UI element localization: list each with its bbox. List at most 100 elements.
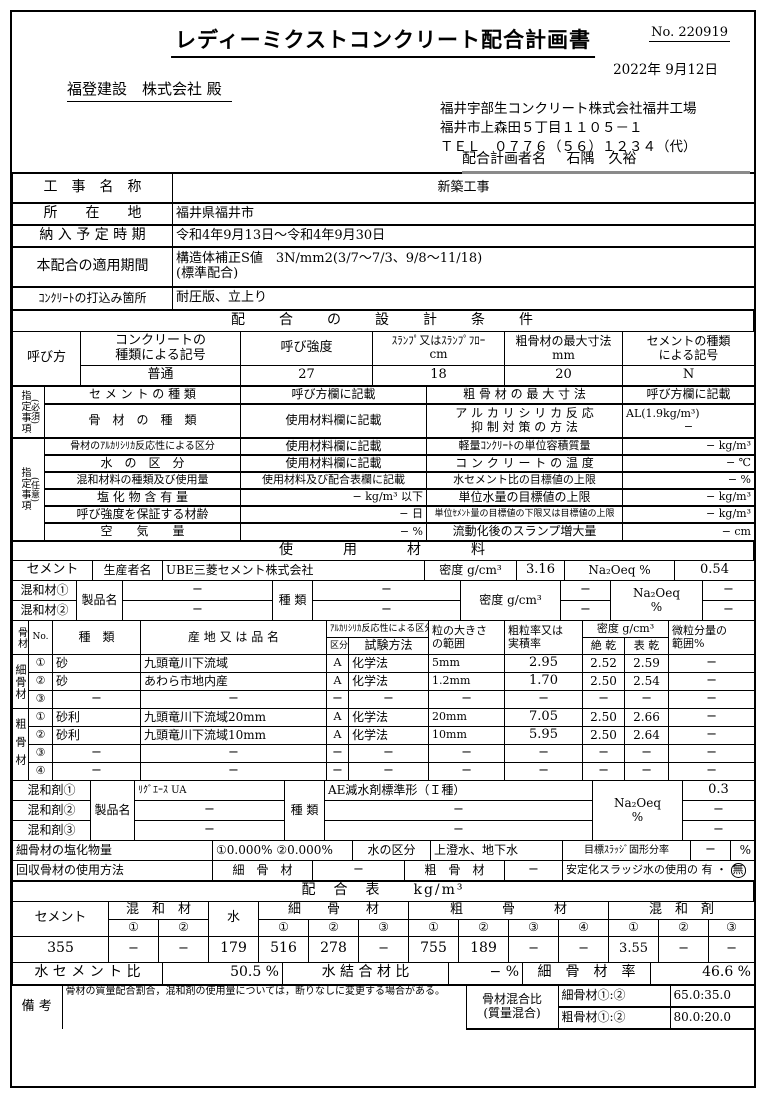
adm1-type: AE減水剤標準形（Ｉ種） bbox=[324, 780, 593, 801]
agg-abs: 2.52 bbox=[582, 654, 626, 673]
spec-label: 塩 化 物 含 有 量 bbox=[44, 488, 241, 507]
producer-label: 生産者名 bbox=[92, 560, 163, 581]
table-row: ② 砂利 九頭竜川下流域10mm A 化学法 10mm 5.95 2.50 2.… bbox=[13, 726, 754, 745]
recycled-aggregate-table: 回収骨材の使用方法 細 骨 材 − 粗 骨 材 − 安定化スラッジ水の使用の 有… bbox=[12, 860, 754, 881]
agg-abs: − bbox=[582, 690, 626, 709]
document-date: 2022年 9月12日 bbox=[613, 62, 718, 78]
mix-subheader: ② bbox=[157, 918, 210, 937]
remarks-label: 備 考 bbox=[12, 983, 63, 1029]
cement-density: 3.16 bbox=[516, 560, 565, 581]
chemical-admixture-table: 混和剤① 製品名 ﾘｸﾞｴｰｽ UA 種 類 AE減水剤標準形（Ｉ種） Na₂O… bbox=[12, 780, 754, 841]
table-row: 指定事項 (必須) セ メ ン ト の 種 類 呼び方欄に記載 粗 骨 材 の 最… bbox=[12, 385, 754, 439]
kzai2-na2oeq: − bbox=[702, 600, 754, 621]
section-title-materials: 使 用 材 料 bbox=[12, 539, 754, 561]
agg-fines: − bbox=[668, 744, 754, 763]
spec-value: AL(1.9kg/m³) − bbox=[622, 403, 754, 439]
agg-no: ① bbox=[28, 654, 53, 673]
agg-test: 化学法 bbox=[347, 654, 430, 673]
designation-value: 20 bbox=[504, 365, 623, 386]
spec-label: 単位ｾﾒﾝﾄ量の目標値の下限又は目標値の上限 bbox=[426, 505, 623, 524]
agg-no: ② bbox=[28, 672, 53, 691]
recycled-label: 回収骨材の使用方法 bbox=[12, 860, 213, 881]
agg-test: − bbox=[347, 762, 430, 781]
agg-kind: − bbox=[52, 762, 141, 781]
producer-block: 福井宇部生コンクリート株式会社福井工場 福井市上森田５丁目１１０５－１ ＴＥＬ … bbox=[440, 100, 697, 157]
adm3-product: − bbox=[134, 820, 285, 841]
spec-label: 粗 骨 材 の 最 大 寸 法 bbox=[426, 385, 623, 405]
table-row: 粗骨材 ① 砂利 九頭竜川下流域20mm A 化学法 20mm 7.05 2.5… bbox=[12, 708, 754, 781]
spec-label: 単位水量の目標値の上限 bbox=[426, 488, 623, 507]
agg-kind: 砂 bbox=[52, 654, 141, 673]
mix-value: − bbox=[508, 935, 560, 963]
kzai1-density: − bbox=[560, 580, 611, 601]
mix-subheader: ③ bbox=[358, 918, 410, 937]
agg-origin: 九頭竜川下流域10mm bbox=[140, 726, 327, 745]
adm2-product: − bbox=[134, 800, 285, 821]
option-no-selected: 無 bbox=[730, 863, 746, 878]
mix-header-coarse: 粗 骨 材 bbox=[408, 900, 610, 920]
mix-subheader: ① bbox=[408, 918, 460, 937]
table-row: 細骨材の塩化物量 ①0.000% ②0.000% 水の区分 上澄水、地下水 目標… bbox=[12, 840, 754, 861]
wc-ratio-label: 水 セ メ ン ト 比 bbox=[12, 961, 163, 985]
kzai1-label: 混和材① bbox=[12, 580, 77, 601]
table-row: 粗骨材①:② 80.0:20.0 bbox=[12, 1005, 754, 1030]
agg-fines: − bbox=[668, 762, 754, 781]
document-number: No. 220919 bbox=[649, 25, 730, 42]
stabilized-sludge-cell: 安定化スラッジ水の使用の 有 ・ 無 bbox=[562, 860, 754, 881]
fine-mix-label: 細骨材①:② bbox=[557, 983, 671, 1007]
kzai2-label: 混和材② bbox=[12, 600, 77, 621]
info-label: ｺﾝｸﾘｰﾄの打込み箇所 bbox=[12, 286, 173, 310]
table-row: 細骨材 ① 砂 九頭竜川下流域 A 化学法 5mm 2.95 2.52 2.59… bbox=[12, 654, 754, 709]
mix-value: 755 bbox=[408, 935, 460, 963]
coarse-mix-label: 粗骨材①:② bbox=[557, 1005, 671, 1030]
recycled-fine-value: − bbox=[312, 860, 405, 881]
spec-value: − cm bbox=[622, 522, 754, 541]
mix-subheader: ④ bbox=[558, 918, 610, 937]
mix-value: − bbox=[358, 935, 410, 963]
agg-abs: 2.50 bbox=[582, 726, 626, 745]
planner-line: 配合計画者名 石隅 久裕 bbox=[462, 148, 750, 174]
mineral-admixture-table: 混和材① 製品名 − 種 類 − 密度 g/cm³ − Na₂Oeq% − 混和… bbox=[12, 580, 754, 621]
spec-value: − ℃ bbox=[622, 454, 754, 473]
col-header-density: 密度 g/cm³ bbox=[582, 620, 670, 638]
col-header-kind: 種 類 bbox=[52, 620, 141, 655]
agg-origin: − bbox=[140, 762, 327, 781]
table-row: 区分 試験方法 絶 乾 表 乾 bbox=[13, 637, 755, 655]
specified-items-table: 指定事項 (必須) セ メ ン ト の 種 類 呼び方欄に記載 粗 骨 材 の 最… bbox=[12, 385, 754, 541]
ratios-table: 水 セ メ ン ト 比 50.5 % 水 結 合 材 比 − % 細 骨 材 率… bbox=[12, 961, 754, 985]
agg-fines: − bbox=[668, 708, 754, 727]
product-label: 製品名 bbox=[76, 580, 123, 621]
designation-value: 普通 bbox=[80, 365, 241, 386]
stabilized-sludge-label: 安定化スラッジ水の使用の bbox=[566, 863, 698, 877]
spec-label: コ ン ク リ ー ト の 温 度 bbox=[426, 454, 623, 473]
table-row: 骨材 No. 種 類 産 地 又 は 品 名 ｱﾙｶﾘｼﾘｶ反応性による区分 粒… bbox=[12, 620, 754, 655]
density-label: 密度 g/cm³ bbox=[424, 560, 517, 581]
table-row: セメント 生産者名 UBE三菱セメント株式会社 密度 g/cm³ 3.16 Na… bbox=[12, 560, 754, 581]
table-row: 空 気 量 − % 流動化後のスランプ増大量 − cm bbox=[13, 522, 754, 541]
spec-label: ア ル カ リ シ リ カ 反 応抑 制 対 策 の 方 法 bbox=[426, 403, 623, 439]
mix-header-fine: 細 骨 材 bbox=[258, 900, 410, 920]
agg-test: − bbox=[347, 744, 430, 763]
remarks-table: 備 考 骨材の質量配合割合，混和剤の使用量については，断りなしに変更する場合があ… bbox=[12, 983, 754, 1030]
cement-producer: UBE三菱セメント株式会社 bbox=[162, 560, 425, 581]
water-class-label: 水の区分 bbox=[352, 840, 431, 861]
info-label: 工 事 名 称 bbox=[12, 172, 173, 204]
mix-subheader: ③ bbox=[508, 918, 560, 937]
na2oeq-label: Na₂Oeq% bbox=[592, 780, 683, 841]
recycled-fine-label: 細 骨 材 bbox=[212, 860, 313, 881]
mix-value: − bbox=[157, 935, 210, 963]
adm3-na2oeq: − bbox=[682, 820, 754, 841]
mix-subheader: ② bbox=[308, 918, 360, 937]
spec-value: − kg/m³ 以下 bbox=[240, 488, 427, 507]
agg-class: − bbox=[326, 690, 349, 709]
mix-header-adm: 混 和 剤 bbox=[608, 900, 754, 920]
spec-value: 呼び方欄に記載 bbox=[622, 385, 754, 405]
optional-group-label: 指定事項 (任意) bbox=[12, 437, 45, 541]
agg-kind: 砂利 bbox=[52, 726, 141, 745]
info-value: 構造体補正S値 3N/mm2(3/7～7/3、9/8～11/18) (標準配合) bbox=[172, 246, 754, 288]
agg-abs: − bbox=[582, 744, 626, 763]
agg-origin: 九頭竜川下流域20mm bbox=[140, 708, 327, 727]
spec-value: 使用材料欄に記載 bbox=[240, 437, 427, 456]
type-label: 種 類 bbox=[284, 780, 325, 841]
cement-na2oeq: 0.54 bbox=[674, 560, 754, 581]
